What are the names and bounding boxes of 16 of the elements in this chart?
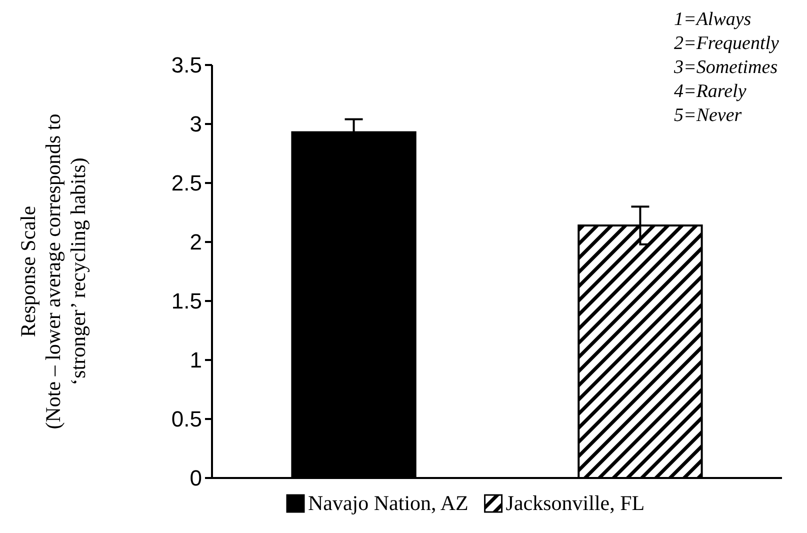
y-tick-label: 2 xyxy=(190,230,202,255)
text: 2=Frequently xyxy=(674,33,780,54)
legend-label: Navajo Nation, AZ xyxy=(308,491,468,515)
y-tick-label: 2.5 xyxy=(171,170,202,196)
annotation: 3=Sometimes xyxy=(673,57,778,78)
annotation: 4=Rarely xyxy=(674,81,747,102)
y-tick-label: 0.5 xyxy=(171,406,202,432)
y-tick-label: 3.5 xyxy=(171,52,202,78)
text: 1=Always xyxy=(674,9,752,30)
y-tick-label: 3 xyxy=(190,112,202,137)
y-tick-label: 0 xyxy=(190,466,202,491)
annotation: 5=Never xyxy=(674,105,742,126)
y-axis-title: Response Scale (Note – lower average corresponds to ‘stronger’ recycling habits) xyxy=(16,114,90,430)
y-tick-label: 1 xyxy=(190,348,202,373)
legend-label: Jacksonville, FL xyxy=(506,491,645,515)
y-tick-label: 1.5 xyxy=(171,288,202,314)
